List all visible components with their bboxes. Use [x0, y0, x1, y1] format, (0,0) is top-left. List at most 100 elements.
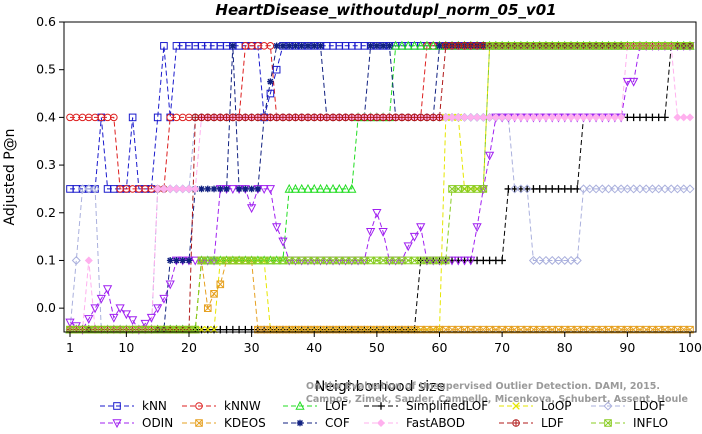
cof-point	[386, 42, 393, 50]
odin-point	[259, 185, 269, 195]
series-line-knnw	[70, 45, 690, 190]
fastabod-point	[473, 113, 482, 122]
odin-point	[159, 294, 169, 304]
cof-point	[436, 42, 443, 50]
legend-label-cof: COF	[325, 416, 350, 430]
cof-point	[317, 42, 324, 50]
fastabod-point	[448, 113, 457, 122]
simplifiedlof-point	[498, 256, 506, 265]
ldf-point	[411, 114, 418, 121]
odin-point	[109, 313, 119, 323]
cof-point	[204, 185, 212, 193]
ldof-point	[566, 255, 576, 265]
fastabod-point	[567, 113, 576, 122]
ldf-point	[204, 114, 212, 121]
ldf-point	[442, 42, 450, 50]
legend-item-fastabod: FastABOD	[364, 416, 465, 430]
x-tick-label-100: 100	[678, 340, 702, 355]
knnw-point	[110, 113, 118, 122]
odin-point	[453, 256, 463, 266]
fastabod-point	[441, 113, 450, 122]
ldof-point	[535, 255, 545, 265]
ldf-point	[367, 114, 374, 121]
ldf-point	[267, 114, 274, 121]
ldf-point	[292, 114, 299, 121]
lof-point	[297, 183, 307, 193]
kdeos-point	[203, 304, 212, 312]
ldof-point	[522, 184, 532, 194]
ldf-point	[373, 114, 381, 121]
ldf-point	[248, 114, 255, 121]
fastabod-point	[673, 113, 682, 122]
odin-point	[128, 316, 138, 326]
ldf-point	[423, 114, 431, 121]
lof-point	[328, 183, 338, 193]
fastabod-point	[498, 113, 507, 122]
ldf-point	[310, 114, 318, 121]
fastabod-point	[523, 113, 532, 122]
ldf-point	[448, 42, 456, 50]
lof-point	[428, 40, 438, 50]
ldof-point	[641, 184, 651, 194]
ldof-point	[616, 184, 626, 194]
cof-point	[310, 42, 318, 50]
legend-item-knn: kNN	[100, 399, 167, 413]
series-line-loop	[70, 45, 690, 331]
ldf-point	[254, 114, 262, 121]
lof-point	[315, 183, 326, 193]
ldof-point	[528, 255, 538, 265]
odin-point	[153, 304, 163, 314]
cof-point	[285, 42, 293, 50]
odin-point	[472, 223, 482, 233]
lof-point	[409, 40, 420, 50]
series-line-knn	[70, 45, 690, 190]
cof-point	[179, 257, 187, 264]
ldf-point	[354, 114, 362, 121]
legend-label-odin: ODIN	[142, 416, 173, 430]
cof-point	[279, 42, 287, 50]
ldf-point	[379, 114, 387, 121]
inflo-point	[479, 185, 488, 193]
x-tick-label-30: 30	[244, 340, 260, 355]
legend-label-knnw: kNNW	[224, 399, 261, 413]
lof-point	[303, 183, 313, 193]
fastabod-point	[560, 113, 569, 122]
fastabod-point	[466, 113, 475, 122]
ldf-point	[285, 114, 293, 121]
fastabod-point	[548, 113, 557, 122]
y-tick-label-0.6: 0.6	[36, 14, 56, 29]
odin-point	[140, 319, 150, 329]
legend-item-simplifiedlof: SimplifiedLOF	[364, 399, 488, 413]
cof-point	[229, 42, 237, 50]
ldof-point	[666, 184, 676, 194]
odin-point	[146, 313, 157, 323]
kdeos-point	[216, 280, 225, 289]
x-axis-label: Neighborhood size	[315, 379, 445, 395]
ldf-point	[429, 114, 437, 121]
odin-point	[190, 256, 200, 266]
fastabod-point	[491, 113, 500, 122]
legend-swatch-marker-kdeos	[195, 419, 203, 427]
fastabod-point	[592, 113, 601, 122]
x-tick-label-60: 60	[432, 340, 448, 355]
y-tick-label-0.4: 0.4	[36, 109, 56, 124]
lof-point	[416, 40, 426, 50]
ldof-point	[84, 184, 94, 194]
odin-point	[622, 77, 632, 87]
ldf-point	[235, 114, 243, 121]
knn-point	[128, 113, 137, 122]
cof-point	[292, 42, 299, 50]
odin-point	[372, 208, 382, 218]
legend-swatch-marker-cof	[296, 419, 304, 427]
ldof-point	[510, 184, 520, 194]
ldof-point	[560, 255, 570, 265]
legend-item-cof: COF	[283, 416, 350, 430]
fastabod-point	[504, 113, 513, 122]
legend-item-ldof: LDOF	[591, 399, 665, 413]
fastabod-point	[585, 113, 594, 122]
y-tick-label-0.1: 0.1	[36, 252, 56, 267]
legend-item-kdeos: KDEOS	[182, 416, 266, 430]
fastabod-point	[191, 184, 200, 193]
ldof-point	[78, 184, 88, 194]
legend-swatch-marker-ldof	[603, 401, 613, 411]
